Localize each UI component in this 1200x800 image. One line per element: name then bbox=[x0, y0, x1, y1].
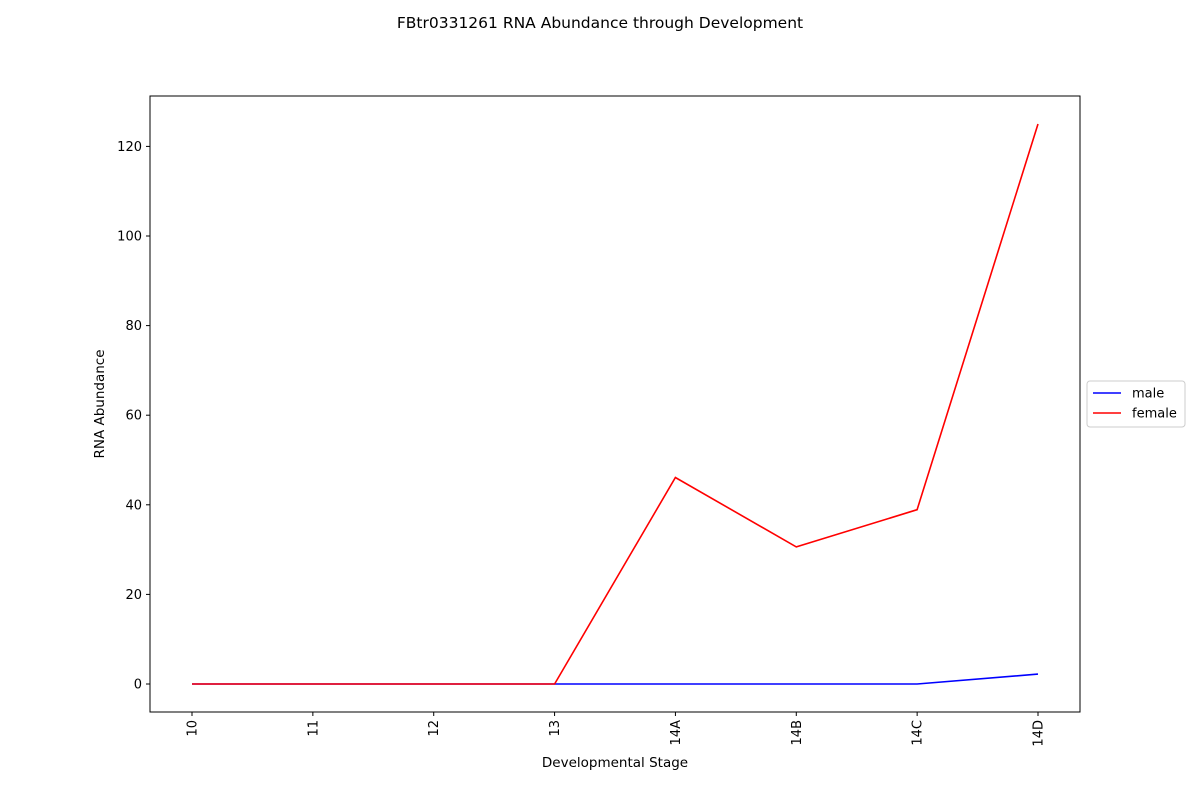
x-tick-label: 12 bbox=[427, 720, 442, 737]
y-axis: 0 20 40 60 80 100 120 bbox=[117, 140, 150, 693]
x-tick-label: 13 bbox=[548, 720, 563, 737]
plot-frame bbox=[149, 95, 1081, 713]
x-tick-label: 14A bbox=[669, 720, 684, 746]
x-tick-label: 14D bbox=[1032, 720, 1047, 747]
series-line-male bbox=[192, 673, 1039, 685]
y-tick-label: 80 bbox=[125, 319, 142, 334]
x-tick-label: 14C bbox=[911, 720, 926, 746]
legend-label-male: male bbox=[1132, 387, 1164, 402]
y-axis-label: RNA Abundance bbox=[92, 349, 108, 458]
x-tick-label: 14B bbox=[790, 720, 805, 745]
x-tick-label: 11 bbox=[306, 720, 321, 737]
series-line-female bbox=[192, 123, 1039, 685]
legend: male female bbox=[1086, 380, 1186, 428]
y-tick-label: 120 bbox=[117, 140, 142, 155]
legend-label-female: female bbox=[1132, 407, 1177, 422]
y-tick-label: 60 bbox=[125, 409, 142, 424]
y-tick-label: 20 bbox=[125, 588, 142, 603]
x-axis-label: Developmental Stage bbox=[542, 755, 688, 771]
series-lines bbox=[192, 123, 1039, 685]
y-tick-label: 100 bbox=[117, 230, 142, 245]
x-axis: 10 11 12 13 14A 14B 14C 14D bbox=[186, 712, 1047, 747]
chart-title: FBtr0331261 RNA Abundance through Develo… bbox=[397, 14, 803, 32]
y-tick-label: 0 bbox=[134, 678, 142, 693]
x-tick-label: 10 bbox=[186, 720, 201, 737]
y-tick-label: 40 bbox=[125, 498, 142, 513]
